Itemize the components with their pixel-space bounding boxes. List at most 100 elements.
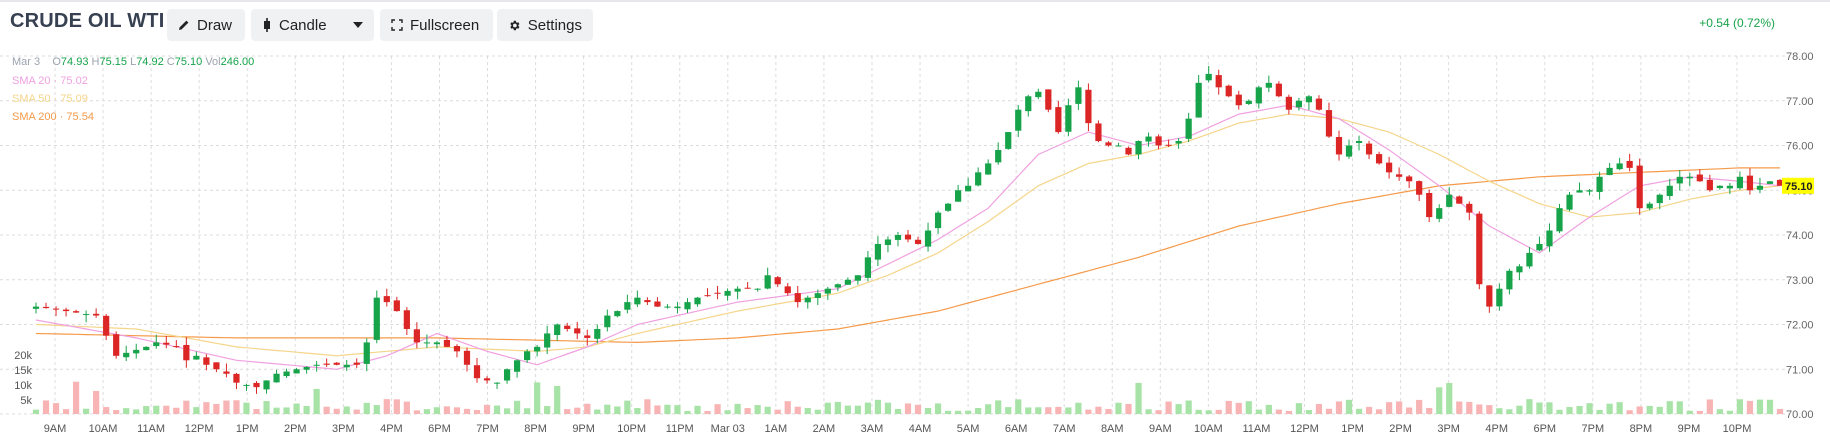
volume-label: Vol xyxy=(205,56,221,68)
volume-bar xyxy=(293,403,300,414)
candle-body xyxy=(1175,141,1182,144)
candle-body xyxy=(1155,136,1162,146)
volume-bar xyxy=(1666,401,1673,414)
time-tick-label: 1AM xyxy=(765,423,788,435)
candle-body xyxy=(524,351,531,361)
settings-button[interactable]: Settings xyxy=(497,9,593,41)
ohlc-legend: Mar 3 O74.93 H75.15 L74.92 C75.10 Vol246… xyxy=(12,56,254,68)
candle-body xyxy=(664,306,671,308)
candle-body xyxy=(1486,285,1493,307)
candle-body xyxy=(1456,196,1463,204)
candle-body xyxy=(203,357,210,365)
volume-bar xyxy=(1556,409,1563,414)
candle-body xyxy=(1686,176,1693,179)
volume-tick-label: 10k xyxy=(14,380,32,392)
candle-body xyxy=(403,310,410,329)
candle-body xyxy=(313,364,320,366)
volume-bar xyxy=(1696,410,1703,414)
volume-bar xyxy=(313,388,320,414)
volume-bar xyxy=(614,406,621,414)
time-tick-label: 3PM xyxy=(332,423,355,435)
time-axis: 9AM 10AM 11AM 12PM 1PM 2PM 3PM 4PM 6PM 7PM 8PM 9PM 1… xyxy=(44,423,1752,435)
sma50-legend: SMA 50 · 75.09 xyxy=(12,93,88,105)
candle-body xyxy=(584,335,591,338)
time-tick-label: 1PM xyxy=(1341,423,1364,435)
draw-button[interactable]: Draw xyxy=(167,9,245,41)
candle-body xyxy=(293,369,300,374)
candle-body xyxy=(213,362,220,370)
fullscreen-icon xyxy=(391,19,403,31)
volume-bar xyxy=(774,409,781,414)
candle-body xyxy=(854,275,861,281)
volume-bar xyxy=(1546,402,1553,414)
volume-bar xyxy=(423,409,431,414)
volume-bar xyxy=(133,409,140,414)
candle-body xyxy=(1676,176,1683,184)
candle-body xyxy=(824,288,831,294)
candle-body xyxy=(1015,109,1022,131)
price-tick-label: 70.00 xyxy=(1786,409,1814,421)
candle-body xyxy=(1355,141,1363,143)
price-tick-label: 71.00 xyxy=(1786,364,1814,376)
candle-body xyxy=(644,300,651,303)
settings-button-label: Settings xyxy=(527,16,582,34)
candle-body xyxy=(1506,270,1513,290)
volume-bar xyxy=(83,408,90,414)
volume-bar xyxy=(1065,407,1072,414)
candle-body xyxy=(965,185,972,192)
volume-bar xyxy=(1305,410,1313,414)
volume-bar xyxy=(1606,403,1613,414)
candle-body xyxy=(1396,174,1403,177)
volume-bar xyxy=(1416,399,1423,414)
volume-bar xyxy=(233,400,240,414)
volume-bar xyxy=(223,400,230,414)
candle-body xyxy=(433,342,441,345)
time-tick-label: 12PM xyxy=(185,423,214,435)
volume-bar xyxy=(433,407,441,414)
volume-bar xyxy=(1746,400,1754,414)
candle-type-dropdown[interactable]: Candle xyxy=(251,9,374,41)
candle-body xyxy=(1436,208,1443,219)
candle-body xyxy=(353,362,360,365)
time-tick-label: 10PM xyxy=(617,423,646,435)
candle-body xyxy=(874,243,882,260)
candle-body xyxy=(614,311,621,317)
candle-body xyxy=(443,339,451,347)
volume-bar xyxy=(193,407,200,414)
volume-bar xyxy=(754,405,761,414)
sma200-legend: SMA 200 · 75.54 xyxy=(12,111,94,123)
volume-bar xyxy=(1345,399,1353,414)
price-tick-label: 72.00 xyxy=(1786,320,1814,332)
volume-bar xyxy=(243,402,250,414)
volume-bar xyxy=(995,400,1002,414)
time-tick-label: 6PM xyxy=(1533,423,1556,435)
candle-body xyxy=(1636,165,1643,209)
volume-bar xyxy=(1315,404,1323,414)
candle-body xyxy=(1365,143,1373,155)
candle-body xyxy=(1596,176,1603,192)
volume-bar xyxy=(72,381,80,414)
volume-bar xyxy=(1586,403,1593,414)
candle-body xyxy=(1205,73,1212,81)
time-tick-label: 8PM xyxy=(524,423,547,435)
candle-body xyxy=(1065,105,1072,132)
legend-date: Mar 3 xyxy=(12,56,41,68)
low-value: 74.92 xyxy=(136,56,164,68)
candle-body xyxy=(1736,176,1744,189)
candle-body xyxy=(554,324,561,336)
fullscreen-button[interactable]: Fullscreen xyxy=(380,9,493,41)
candle-body xyxy=(1406,176,1413,182)
volume-bar xyxy=(1385,402,1393,414)
volume-bar xyxy=(1706,399,1713,414)
candle-body xyxy=(1646,203,1653,209)
volume-bar xyxy=(1325,408,1333,414)
volume-bar xyxy=(1566,407,1573,414)
candle-body xyxy=(1275,83,1282,97)
candle-body xyxy=(844,279,851,285)
instrument-title: CRUDE OIL WTI xyxy=(10,10,165,32)
candle-body xyxy=(1305,96,1313,103)
volume-bar xyxy=(253,408,260,414)
candle-body xyxy=(1345,145,1353,157)
candle-body xyxy=(714,292,721,294)
